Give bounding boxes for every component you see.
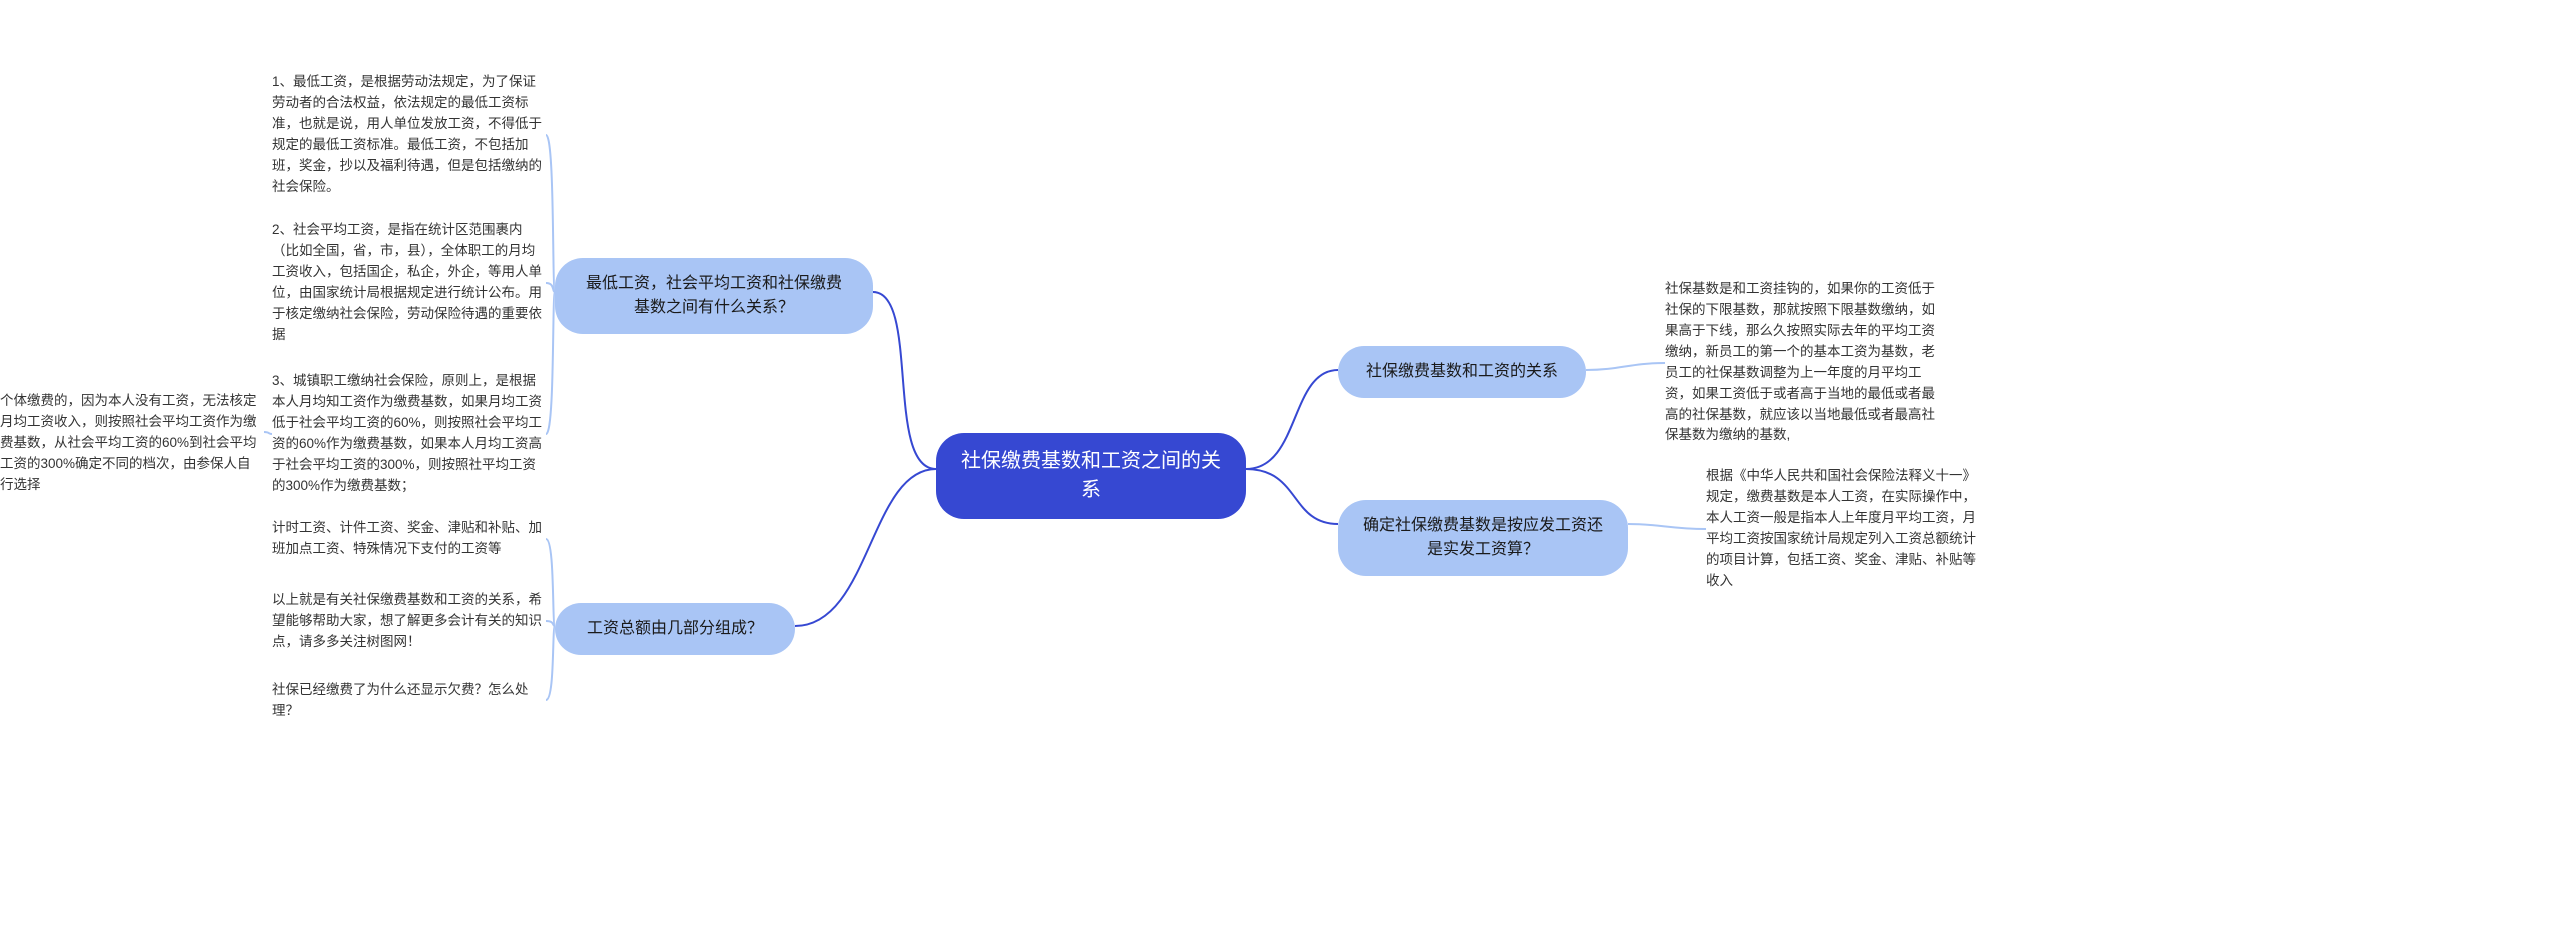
branch-label: 工资总额由几部分组成？ bbox=[587, 617, 763, 641]
leaf-text-b1-1: 2、社会平均工资，是指在统计区范围裹内（比如全国，省，市，县），全体职工的月均工… bbox=[272, 220, 546, 346]
leaf-text-b1-2-0: 个体缴费的，因为本人没有工资，无法核定月均工资收入，则按照社会平均工资作为缴费基… bbox=[0, 391, 264, 496]
leaf-text-b4-0: 根据《中华人民共和国社会保险法释义十一》规定，缴费基数是本人工资，在实际操作中，… bbox=[1706, 466, 1986, 592]
leaf-text-b2-0: 计时工资、计件工资、奖金、津贴和补贴、加班加点工资、特殊情况下支付的工资等 bbox=[272, 518, 546, 560]
branch-node-b2[interactable]: 工资总额由几部分组成？ bbox=[555, 603, 795, 655]
branch-node-b4[interactable]: 确定社保缴费基数是按应发工资还是实发工资算？ bbox=[1338, 500, 1628, 576]
branch-node-b3[interactable]: 社保缴费基数和工资的关系 bbox=[1338, 346, 1586, 398]
root-label: 社保缴费基数和工资之间的关系 bbox=[960, 447, 1222, 505]
branch-label: 最低工资，社会平均工资和社保缴费基数之间有什么关系？ bbox=[579, 272, 849, 320]
branch-label: 社保缴费基数和工资的关系 bbox=[1366, 360, 1558, 384]
leaf-text-b1-2: 3、城镇职工缴纳社会保险，原则上，是根据本人月均知工资作为缴费基数，如果月均工资… bbox=[272, 371, 546, 497]
branch-node-b1[interactable]: 最低工资，社会平均工资和社保缴费基数之间有什么关系？ bbox=[555, 258, 873, 334]
leaf-text-b3-0: 社保基数是和工资挂钩的，如果你的工资低于社保的下限基数，那就按照下限基数缴纳，如… bbox=[1665, 279, 1945, 446]
leaf-text-b2-2: 社保已经缴费了为什么还显示欠费？怎么处理？ bbox=[272, 680, 546, 722]
leaf-text-b2-1: 以上就是有关社保缴费基数和工资的关系，希望能够帮助大家，想了解更多会计有关的知识… bbox=[272, 590, 546, 653]
branch-label: 确定社保缴费基数是按应发工资还是实发工资算？ bbox=[1362, 514, 1604, 562]
mindmap-root[interactable]: 社保缴费基数和工资之间的关系 bbox=[936, 433, 1246, 519]
leaf-text-b1-0: 1、最低工资，是根据劳动法规定，为了保证劳动者的合法权益，依法规定的最低工资标准… bbox=[272, 72, 546, 198]
